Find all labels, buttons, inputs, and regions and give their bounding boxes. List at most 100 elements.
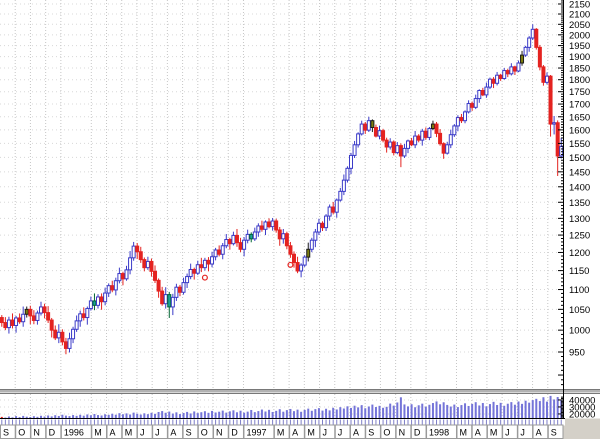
volume-bar (521, 403, 524, 419)
candle-body (309, 239, 314, 250)
volume-bar (97, 415, 100, 419)
volume-bar (178, 414, 181, 419)
volume-bar (207, 412, 210, 419)
price-axis-label: 1450 (569, 167, 590, 178)
price-axis-label: 2100 (569, 10, 590, 21)
volume-bar (496, 404, 499, 419)
price-axis-label: 1200 (569, 248, 590, 259)
volume-bar (553, 399, 556, 419)
volume-bar (150, 412, 153, 419)
candle-body (249, 233, 254, 240)
candle-body (227, 239, 232, 245)
volume-bar (129, 414, 132, 419)
month-label: O (201, 428, 208, 438)
price-axis-label: 1750 (569, 87, 590, 98)
candle-body (202, 259, 207, 269)
volume-bar (474, 402, 477, 419)
candle-body (188, 268, 193, 278)
candle-body (413, 135, 418, 146)
candles (0, 24, 564, 355)
month-label: S (551, 428, 557, 438)
volume-bar (467, 405, 470, 419)
volume-bar (346, 406, 349, 419)
volume-bar (499, 402, 502, 419)
candle-body (316, 222, 321, 233)
volume-bar (392, 405, 395, 419)
candle-body (452, 125, 457, 136)
candle-body (484, 86, 489, 96)
candle-body (505, 70, 510, 75)
candle-body (555, 122, 560, 157)
candle-body (31, 315, 36, 321)
candle-body (370, 120, 375, 128)
candle-body (6, 319, 11, 329)
volume-bar (57, 415, 60, 419)
volume-bar (357, 407, 360, 419)
candle-body (63, 341, 68, 349)
candle-body (345, 167, 350, 181)
volume-bar (431, 403, 434, 419)
volume-bar (289, 408, 292, 419)
month-label: J (505, 428, 510, 438)
candle-body (263, 221, 268, 230)
volume-bar (389, 403, 392, 419)
month-gridlines (14, 0, 549, 418)
candle-body (498, 74, 503, 80)
volume-bar (453, 404, 456, 419)
price-axis-label: 1150 (569, 266, 589, 277)
candle-body (160, 290, 165, 305)
volume-bar (218, 411, 221, 419)
volume-bar (107, 414, 110, 419)
candle-body (423, 130, 428, 138)
volume-bar (47, 415, 50, 419)
volume-bar (456, 407, 459, 419)
candle-body (78, 313, 83, 322)
volume-bar (86, 414, 89, 419)
candle-body (177, 286, 182, 293)
candle-body (60, 331, 65, 343)
volume-bar (182, 412, 185, 419)
month-label: S (368, 428, 374, 438)
volume-bar (232, 410, 235, 419)
candle-body (402, 147, 407, 157)
volume-bar (513, 404, 516, 419)
volume-bar (186, 411, 189, 419)
candle-body (234, 234, 239, 244)
candle-body (520, 54, 525, 64)
price-axis-label: 1400 (569, 182, 590, 193)
candle-body (210, 256, 215, 265)
volume-bar (161, 411, 164, 419)
volume-bar (22, 415, 25, 419)
volume-bar (196, 413, 199, 419)
volume-bar (292, 411, 295, 419)
candle-body (327, 206, 332, 217)
volume-bar (460, 405, 463, 419)
volume-bar (364, 408, 367, 419)
candle-body (117, 273, 122, 282)
candle-body (455, 117, 460, 127)
volume-bar (549, 395, 552, 419)
volume-bar (235, 412, 238, 419)
price-axis-label: 1350 (569, 198, 590, 209)
volume-bar (510, 402, 513, 419)
candle-body (406, 140, 411, 149)
volume-bar (538, 401, 541, 419)
volume-bar (100, 415, 103, 419)
volume-bar (282, 411, 285, 419)
volume-bar (410, 404, 413, 419)
volume-bar (350, 407, 353, 419)
candle-body (74, 320, 79, 330)
volume-bar (268, 409, 271, 419)
month-label: A (170, 428, 176, 438)
price-axis-label: 1550 (569, 139, 590, 150)
price-axis-label: 1300 (569, 214, 590, 225)
volume-axis-label: 30000 (569, 402, 595, 413)
volume-bar (193, 411, 196, 419)
volume-bar (114, 414, 117, 419)
candle-body (502, 70, 507, 80)
volume-bar (307, 408, 310, 419)
volume-bar (471, 403, 474, 419)
